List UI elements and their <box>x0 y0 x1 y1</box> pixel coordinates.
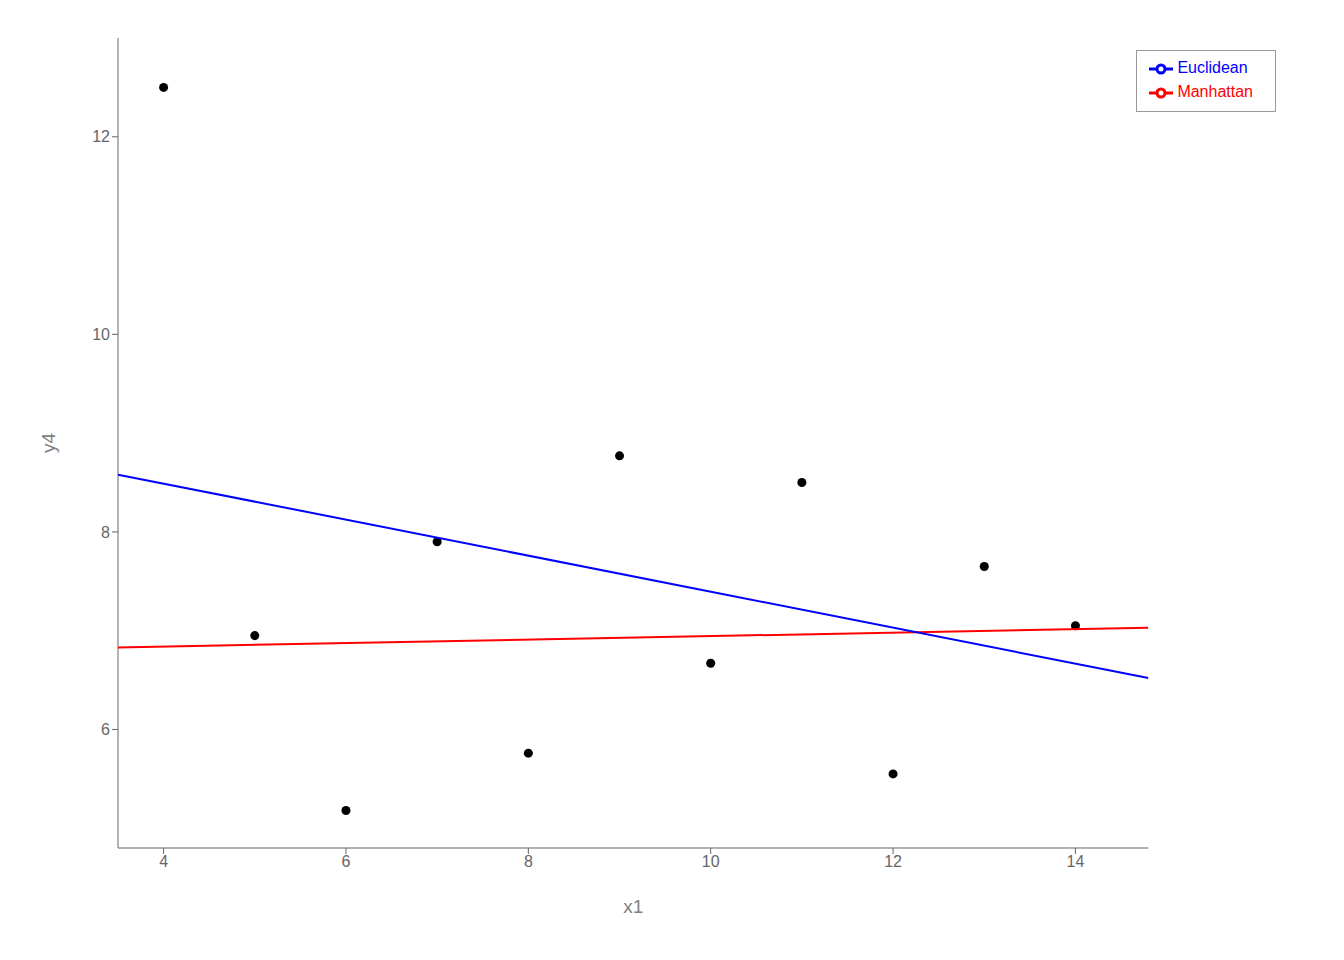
svg-text:10: 10 <box>92 326 110 343</box>
svg-text:8: 8 <box>524 853 533 870</box>
html-text:Manhattan: Manhattan <box>1177 83 1253 101</box>
svg-text:10: 10 <box>702 853 720 870</box>
svg-text:8: 8 <box>101 524 110 541</box>
html-text:Euclidean: Euclidean <box>1177 59 1248 77</box>
svg-text:y4: y4 <box>38 433 59 454</box>
svg-text:12: 12 <box>92 128 110 145</box>
svg-text:12: 12 <box>884 853 902 870</box>
svg-text:x1: x1 <box>623 896 643 917</box>
svg-text:14: 14 <box>1067 853 1085 870</box>
svg-text:6: 6 <box>342 853 351 870</box>
svg-text:4: 4 <box>159 853 168 870</box>
svg-text:6: 6 <box>101 721 110 738</box>
